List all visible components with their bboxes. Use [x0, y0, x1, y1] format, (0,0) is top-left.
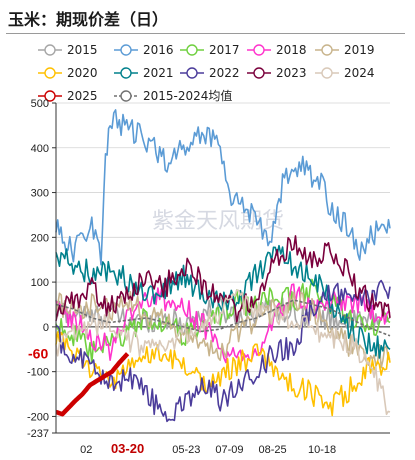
legend-item: 2024 [315, 66, 375, 80]
legend-item: 2017 [180, 43, 240, 57]
legend-label: 2015-2024均值 [143, 88, 232, 103]
legend-marker [44, 67, 56, 79]
x-tick-label: 10-18 [308, 444, 336, 456]
legend-marker [321, 44, 333, 56]
legend-item: 2022 [180, 66, 240, 80]
series-line-2024 [55, 289, 391, 416]
legend-marker [44, 44, 56, 56]
chart-legend: 2015 2016 2017 2018 2019 2020 2021 2022 2023 2024… [38, 43, 375, 103]
legend-label: 2016 [143, 43, 174, 57]
y-tick-label: -100 [27, 367, 49, 379]
legend-marker [120, 44, 132, 56]
series-line-2025 [55, 352, 130, 417]
y-tick-label: 300 [31, 188, 49, 200]
annotation-group: -60 [28, 346, 48, 362]
legend-item: 2018 [247, 43, 307, 57]
series-line-2022 [55, 279, 391, 423]
legend-item: 2025 [38, 89, 98, 103]
legend-marker [186, 44, 198, 56]
series-line-2021 [55, 244, 391, 359]
legend-label: 2017 [209, 43, 240, 57]
chart-title: 玉米：期现价差（日） [8, 10, 169, 29]
series-line-2016 [55, 109, 391, 266]
y-tick-label: 400 [31, 143, 49, 155]
legend-item: 2015 [38, 43, 98, 57]
chart-axes: 500 400 300 200 100 0 -100 -200 -237 02 03-20 05-23… [27, 98, 390, 456]
legend-label: 2023 [276, 66, 307, 80]
series-line-2020 [55, 331, 391, 417]
legend-item: 2023 [247, 66, 307, 80]
x-tick-label: 07-09 [215, 444, 243, 456]
y-tick-label: 0 [43, 322, 49, 334]
legend-label: 2024 [344, 66, 375, 80]
legend-marker [253, 67, 265, 79]
x-tick-label: 05-23 [172, 444, 200, 456]
legend-label: 2018 [276, 43, 307, 57]
legend-marker [120, 90, 132, 102]
x-tick-label: 03-20 [111, 441, 144, 456]
y-tick-label: -200 [27, 411, 49, 423]
legend-item: 2015-2024均值 [114, 88, 232, 103]
x-tick-label: 02 [80, 444, 92, 456]
legend-marker [186, 67, 198, 79]
legend-label: 2021 [143, 66, 174, 80]
y-tick-label: -237 [27, 428, 49, 440]
series-line-2023 [55, 235, 391, 324]
legend-label: 2022 [209, 66, 240, 80]
series-lines [55, 109, 391, 423]
x-tick-label: 08-25 [258, 444, 286, 456]
title-divider [6, 33, 405, 34]
legend-label: 2015 [67, 43, 98, 57]
y-tick-label: 500 [31, 98, 49, 110]
legend-item: 2016 [114, 43, 174, 57]
y-tick-label: 200 [31, 232, 49, 244]
legend-item: 2021 [114, 66, 174, 80]
legend-label: 2020 [67, 66, 98, 80]
series-line-2018 [55, 283, 391, 364]
legend-marker [44, 90, 56, 102]
series-line-2015-2024均值 [55, 299, 391, 337]
legend-marker [321, 67, 333, 79]
legend-item: 2020 [38, 66, 98, 80]
legend-marker [253, 44, 265, 56]
legend-label: 2019 [344, 43, 375, 57]
legend-marker [120, 67, 132, 79]
y-tick-label: 100 [31, 277, 49, 289]
annotation-label: -60 [28, 346, 48, 362]
legend-label: 2025 [67, 89, 98, 103]
legend-item: 2019 [315, 43, 375, 57]
